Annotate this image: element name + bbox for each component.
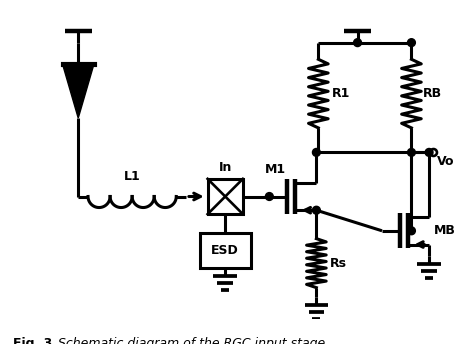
Circle shape: [408, 227, 415, 235]
Circle shape: [408, 149, 415, 156]
Text: RB: RB: [423, 87, 442, 100]
Bar: [200, 233, 251, 268]
Text: MB: MB: [434, 224, 456, 237]
Circle shape: [408, 39, 415, 46]
Circle shape: [354, 39, 362, 46]
Circle shape: [425, 149, 433, 156]
Circle shape: [312, 149, 320, 156]
Text: M1: M1: [264, 163, 285, 175]
Text: L1: L1: [124, 170, 140, 183]
Text: R1: R1: [332, 87, 350, 100]
Text: ESD: ESD: [211, 244, 239, 257]
Text: In: In: [219, 161, 232, 174]
Circle shape: [312, 206, 320, 214]
Text: Rs: Rs: [330, 257, 347, 270]
Polygon shape: [63, 64, 94, 118]
Text: Vo: Vo: [437, 155, 455, 168]
Text: Fig. 3.: Fig. 3.: [13, 337, 56, 344]
Circle shape: [265, 193, 273, 201]
Text: Schematic diagram of the RGC input stage.: Schematic diagram of the RGC input stage…: [50, 337, 329, 344]
Bar: [208, 179, 243, 214]
